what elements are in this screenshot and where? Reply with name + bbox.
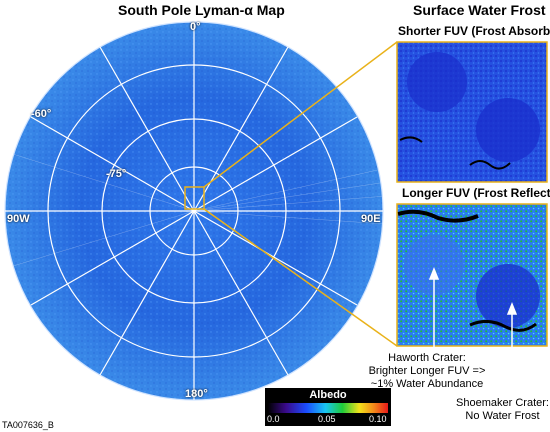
label-180deg: 180° xyxy=(185,388,208,400)
shoemaker-annotation: Shoemaker Crater: No Water Frost xyxy=(455,397,550,423)
image-id-label: TA007636_B xyxy=(2,420,54,430)
shoemaker-line-2: No Water Frost xyxy=(465,410,540,422)
colorbar-tick-max: 0.10 xyxy=(369,414,387,424)
label-lat-75: -75° xyxy=(106,168,127,180)
colorbar-title: Albedo xyxy=(309,389,347,401)
inset-bottom-label: Longer FUV (Frost Reflects) xyxy=(402,186,550,200)
annotation-arrows xyxy=(428,266,518,394)
leader-lines xyxy=(203,41,398,347)
label-90e: 90E xyxy=(361,213,381,225)
colorbar xyxy=(265,388,391,426)
haworth-line-3: ~1% Water Abundance xyxy=(370,378,484,390)
longitude-lines xyxy=(5,22,383,400)
inset-bottom-panel xyxy=(396,203,548,347)
polar-map xyxy=(4,21,384,401)
map-title: South Pole Lyman-α Map xyxy=(118,2,285,18)
selection-box xyxy=(184,186,205,210)
label-lat-60: -60° xyxy=(31,108,52,120)
inset-top-label: Shorter FUV (Frost Absorbs) xyxy=(398,24,550,38)
haworth-line-2: Brighter Longer FUV => xyxy=(368,365,486,377)
inset-top-panel xyxy=(396,41,548,183)
inset-title: Surface Water Frost xyxy=(413,2,546,18)
colorbar-tick-min: 0.0 xyxy=(267,414,280,424)
haworth-annotation: Haworth Crater: Brighter Longer FUV => ~… xyxy=(362,352,492,391)
colorbar-tick-mid: 0.05 xyxy=(318,414,336,424)
colorbar-gradient xyxy=(268,403,388,413)
shoemaker-line-1: Shoemaker Crater: xyxy=(456,397,549,409)
haworth-line-1: Haworth Crater: xyxy=(388,352,466,364)
label-0deg: 0° xyxy=(190,21,201,33)
label-90w: 90W xyxy=(7,213,30,225)
